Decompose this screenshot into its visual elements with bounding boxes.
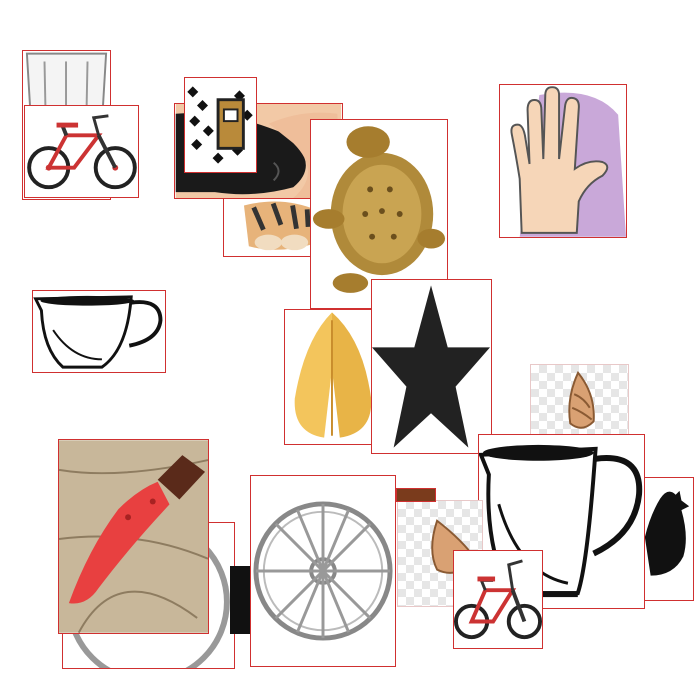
namaste-icon [285,310,377,444]
ornament-icon [185,78,256,172]
chicken-tile [640,477,694,601]
knife-tile [58,439,209,634]
ornament-tile [184,77,257,173]
bicycle-icon [27,114,137,190]
chicken-icon [641,479,693,599]
wheel-icon-2 [251,476,395,666]
bicycle-tile-1 [24,105,139,198]
bicycle-tile-2 [453,550,543,649]
shell-tile-1 [530,364,629,437]
teapot-tile [32,290,166,373]
wheel-tile-front [250,475,396,667]
tortoise-icon [311,120,447,308]
star-icon [372,280,491,453]
hand-tile [499,84,627,238]
tortoise-tile [310,119,448,309]
hand-icon [500,85,626,237]
teapot-icon [33,291,165,372]
shell-icon [568,370,595,429]
kukri-knife-icon [59,440,208,633]
brown-strip [396,488,436,502]
namaste-tile [284,309,378,445]
bicycle-icon-2 [454,551,542,648]
star-tile [371,279,492,454]
black-strip [230,566,252,634]
